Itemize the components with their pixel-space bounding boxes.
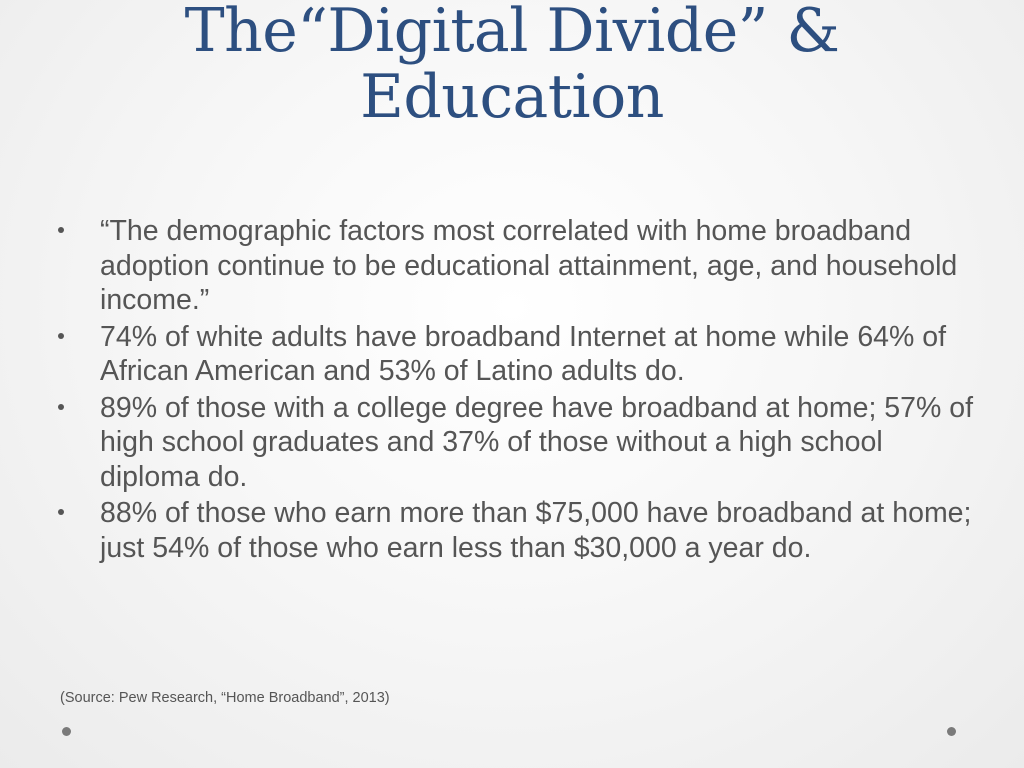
bullet-dot-icon — [58, 332, 64, 339]
bullet-text: 74% of white adults have broadband Inter… — [100, 320, 947, 388]
bullet-dot-icon — [58, 509, 64, 515]
bullet-text: 88% of those who earn more than $75,000 … — [100, 497, 972, 564]
slide-title: The“Digital Divide” & Education — [0, 0, 1024, 130]
slide-title-line-1: The“Digital Divide” & — [184, 0, 840, 66]
bullet-item: “The demographic factors most correlated… — [0, 214, 1024, 318]
bullet-item: 74% of white adults have broadband Inter… — [0, 320, 1024, 389]
bullet-list: “The demographic factors most correlated… — [0, 214, 1024, 567]
bullet-text: 89% of those with a college degree have … — [100, 391, 974, 493]
bullet-item: 89% of those with a college degree have … — [0, 391, 1024, 495]
bullet-dot-icon — [58, 403, 64, 410]
bullet-dot-icon — [58, 227, 64, 233]
slide-title-line-2: Education — [360, 62, 664, 132]
source-citation: (Source: Pew Research, “Home Broadband”,… — [60, 690, 390, 706]
decorative-dot-icon — [947, 727, 956, 736]
bullet-text: “The demographic factors most correlated… — [100, 215, 958, 316]
bullet-item: 88% of those who earn more than $75,000 … — [0, 496, 1024, 565]
decorative-dot-icon — [62, 727, 71, 736]
